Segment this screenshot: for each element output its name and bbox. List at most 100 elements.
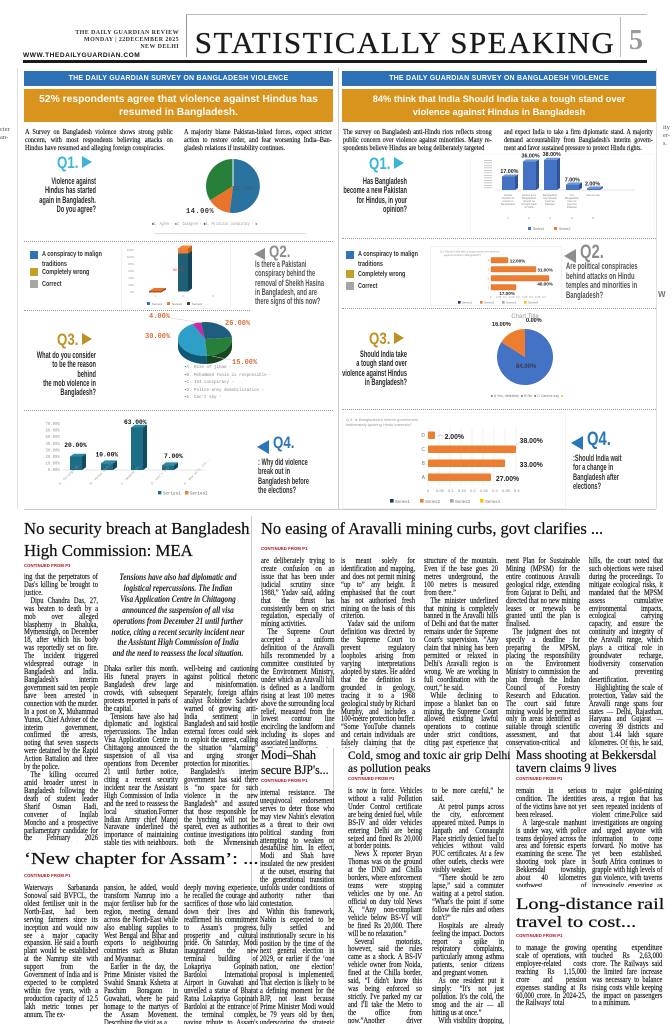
svg-text:26.00%: 26.00% [225,320,251,328]
svg-text:Series2: Series2 [172,302,183,306]
svg-text:33.00%: 33.00% [520,462,544,469]
svg-text:20.00%: 20.00% [45,456,60,460]
svg-text:0.3: 0.3 [529,295,533,299]
svg-text:Pakistan: Pakistan [545,202,556,206]
svg-text:become: become [545,199,555,203]
svg-text:Series2: Series2 [484,301,495,305]
svg-text:should be: should be [523,199,535,203]
svg-text:0.3: 0.3 [492,488,498,493]
svg-text:Series1: Series1 [163,492,181,497]
svg-text:deliberately ignoring Hindu in: deliberately ignoring Hindu interests? [346,422,413,427]
svg-text:20.00%: 20.00% [64,442,87,449]
svg-text:to India: to India [525,205,534,209]
svg-text:E. How will (th...: E. How will (th... [183,457,212,486]
svg-text:0.15: 0.15 [458,488,467,493]
svg-text:4.00%: 4.00% [149,313,171,321]
svg-text:Series3: Series3 [455,499,470,504]
svg-text:has not: has not [568,199,577,203]
svg-text:34.00%: 34.00% [208,177,229,184]
svg-text:Series1: Series1 [395,499,410,504]
svg-text:Series2: Series2 [425,499,440,504]
svg-text:40.00%: 40.00% [45,443,60,447]
svg-text:Q 4. Is Bangladesh's interim g: Q 4. Is Bangladesh's interim government [346,417,419,422]
svg-text:0.1: 0.1 [503,295,507,299]
svg-text:Series1: Series1 [152,302,163,306]
svg-text:Hindus from: Hindus from [522,193,537,197]
svg-text:A: A [422,475,426,481]
svg-text:should not: should not [502,196,515,200]
svg-text:50.00%: 50.00% [173,268,185,272]
svg-text:0.1: 0.1 [448,488,454,493]
svg-text:D. Can't say -: D. Can't say - [150,463,174,487]
svg-text:80%: 80% [128,262,134,266]
svg-text:17.00%: 17.00% [499,291,515,296]
svg-text:0.4: 0.4 [542,295,546,299]
svg-text:3: 3 [487,268,489,272]
svg-text:15.00%: 15.00% [232,359,258,367]
svg-text:4: 4 [571,216,573,220]
svg-text:Series4: Series4 [528,301,539,305]
svg-text:Series3: Series3 [506,301,517,305]
svg-text:0.35: 0.35 [535,295,541,299]
svg-text:36.00%: 36.00% [522,153,540,159]
svg-text:D: D [421,433,425,439]
svg-text:27.00%: 27.00% [496,476,520,483]
svg-text:Hindus: Hindus [504,193,513,197]
svg-text:Yes,: Yes, [569,193,574,197]
svg-text:38.00%: 38.00% [543,152,561,158]
svg-text:30.00%: 30.00% [45,449,60,453]
svg-text:2: 2 [182,294,184,298]
svg-text:C: C [421,447,425,453]
svg-text:Bangladesh: Bangladesh [501,202,516,206]
svg-text:1: 1 [487,286,489,290]
svg-text:Series1: Series1 [533,227,545,231]
svg-text:0.35: 0.35 [502,488,511,493]
svg-text:Series3: Series3 [192,302,203,306]
svg-text:63.00%: 63.00% [124,419,147,426]
svg-text:40%: 40% [128,276,134,280]
svg-text:B: B [422,461,426,467]
svg-text:Series2: Series2 [559,227,571,231]
svg-text:30.00%: 30.00% [145,333,171,341]
svg-text:20%: 20% [128,283,134,287]
svg-text:2.00%: 2.00% [585,181,600,187]
svg-text:70.00%: 70.00% [45,423,60,427]
svg-text:3: 3 [212,294,214,298]
svg-text:0.2: 0.2 [516,295,520,299]
svg-text:2.00%: 2.00% [445,434,465,441]
svg-text:1: 1 [507,216,509,220]
svg-text:remain in: remain in [502,199,514,203]
svg-text:84.00%: 84.00% [516,364,537,370]
svg-text:Q.2 Should India take a tough: Q.2 Should India take a tough stand over… [440,250,500,254]
svg-text:0.25: 0.25 [480,488,489,493]
svg-text:Series2: Series2 [190,492,208,497]
svg-text:brought back: brought back [521,202,537,206]
svg-text:10.00%: 10.00% [45,462,60,466]
svg-text:0.4: 0.4 [514,488,520,493]
svg-text:7.00%: 7.00% [565,177,580,183]
svg-text:3: 3 [549,216,551,220]
svg-text:against Hindus in Bangladesh?: against Hindus in Bangladesh? [444,253,482,257]
svg-text:0.25: 0.25 [522,295,528,299]
svg-text:Bangladesh: Bangladesh [522,196,537,200]
svg-text:12.00%: 12.00% [510,258,526,263]
svg-text:31.00%: 31.00% [537,267,553,272]
svg-text:0.2: 0.2 [470,488,476,493]
svg-text:100%: 100% [127,255,135,259]
svg-text:4: 4 [487,259,489,263]
svg-text:0: 0 [427,488,430,493]
svg-text:0.00%: 0.00% [48,469,60,473]
svg-text:10.00%: 10.00% [96,451,119,458]
svg-text:Cannot say: Cannot say [586,193,600,197]
svg-text:Bangladesh: Bangladesh [565,196,580,200]
svg-text:52.00%: 52.00% [234,185,255,192]
svg-text:2: 2 [487,277,489,281]
svg-text:0.15: 0.15 [509,295,515,299]
svg-text:0.05: 0.05 [436,488,445,493]
svg-text:60.00%: 60.00% [45,429,60,433]
svg-text:60%: 60% [128,269,134,273]
svg-text:17.00%: 17.00% [500,169,518,175]
svg-text:5: 5 [592,216,594,220]
svg-text:Series4: Series4 [485,499,500,504]
svg-text:2: 2 [528,216,530,220]
